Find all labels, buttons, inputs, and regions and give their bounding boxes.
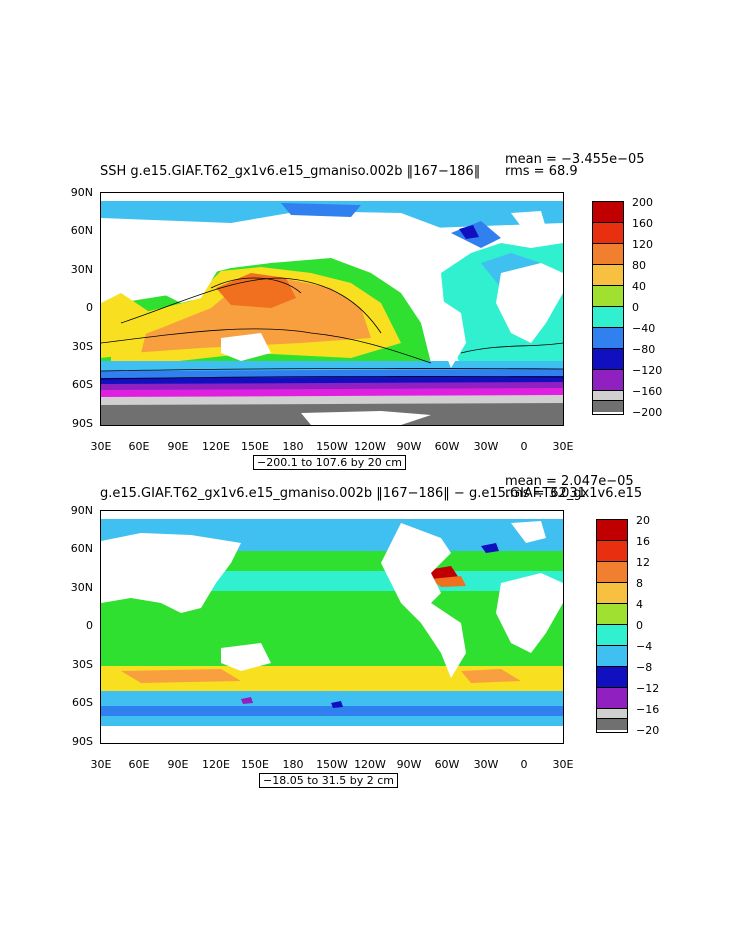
colorbar-label: 160 (632, 217, 653, 230)
lon-label: 150E (241, 758, 269, 771)
lon-label: 90W (396, 440, 422, 453)
lat-label: 90N (70, 186, 93, 199)
lat-label: 90S (72, 417, 93, 430)
lon-label: 90E (167, 758, 189, 771)
colorbar-label: −12 (636, 682, 660, 695)
lat-label: 60S (72, 696, 93, 709)
colorbar (596, 519, 628, 733)
lat-label: 0 (86, 301, 93, 314)
mean-stat: mean = 2.047e−05 (505, 474, 634, 489)
colorbar-label: −20 (636, 724, 660, 737)
colorbar-label: −16 (636, 703, 660, 716)
colorbar-label: 80 (632, 259, 646, 272)
lon-label: 30E (90, 758, 112, 771)
difference-panel: mean = 2.047e−05 g.e15.GIAF.T62_gx1v6.e1… (0, 472, 733, 802)
lat-label: 60N (70, 542, 93, 555)
colorbar (592, 201, 624, 415)
lon-label: 30W (473, 758, 499, 771)
lon-label: 0 (520, 758, 528, 771)
ssh-map (100, 192, 564, 426)
lon-label: 30W (473, 440, 499, 453)
plot-title: g.e15.GIAF.T62_gx1v6.e15_gmaniso.002b ‖1… (100, 486, 643, 501)
lon-label: 180 (282, 440, 304, 453)
colorbar-label: 4 (636, 598, 643, 611)
colorbar-label: 0 (636, 619, 643, 632)
lon-label: 0 (520, 440, 528, 453)
ssh-panel: mean = −3.455e−05 SSH g.e15.GIAF.T62_gx1… (0, 150, 733, 480)
rms-stat: rms = 68.9 (505, 164, 578, 179)
lon-label: 60W (434, 758, 460, 771)
plot-title: SSH g.e15.GIAF.T62_gx1v6.e15_gmaniso.002… (100, 164, 481, 179)
lon-label: 120E (202, 440, 230, 453)
colorbar-label: −120 (632, 364, 663, 377)
colorbar-label: 20 (636, 514, 650, 527)
difference-map (100, 510, 564, 744)
lon-label: 60W (434, 440, 460, 453)
lon-label: 150W (316, 440, 348, 453)
rms-stat: rms = 3.031 (505, 486, 586, 501)
colorbar-label: −40 (632, 322, 656, 335)
lon-label: 60E (128, 758, 150, 771)
colorbar-label: 16 (636, 535, 650, 548)
colorbar-label: −8 (636, 661, 653, 674)
lon-label: 150E (241, 440, 269, 453)
lon-label: 30E (552, 440, 574, 453)
lon-label: 60E (128, 440, 150, 453)
lon-label: 90E (167, 440, 189, 453)
colorbar-label: 120 (632, 238, 653, 251)
lat-label: 30N (70, 581, 93, 594)
lon-label: 120W (354, 440, 386, 453)
lon-label: 90W (396, 758, 422, 771)
colorbar-label: 8 (636, 577, 643, 590)
mean-stat: mean = −3.455e−05 (505, 152, 645, 167)
colorbar-label: −160 (632, 385, 663, 398)
lon-label: 120W (354, 758, 386, 771)
range-label: −200.1 to 107.6 by 20 cm (253, 455, 406, 470)
lat-label: 60N (70, 224, 93, 237)
colorbar-label: −4 (636, 640, 653, 653)
lon-label: 150W (316, 758, 348, 771)
colorbar-label: 200 (632, 196, 653, 209)
lon-label: 30E (552, 758, 574, 771)
colorbar-label: 12 (636, 556, 650, 569)
lat-label: 0 (86, 619, 93, 632)
range-label: −18.05 to 31.5 by 2 cm (259, 773, 398, 788)
lon-label: 120E (202, 758, 230, 771)
colorbar-label: 40 (632, 280, 646, 293)
colorbar-label: −200 (632, 406, 663, 419)
colorbar-label: −80 (632, 343, 656, 356)
colorbar-label: 0 (632, 301, 639, 314)
lat-label: 30N (70, 263, 93, 276)
lat-label: 30S (72, 658, 93, 671)
lat-label: 30S (72, 340, 93, 353)
lat-label: 90S (72, 735, 93, 748)
lat-label: 60S (72, 378, 93, 391)
lat-label: 90N (70, 504, 93, 517)
lon-label: 30E (90, 440, 112, 453)
lon-label: 180 (282, 758, 304, 771)
